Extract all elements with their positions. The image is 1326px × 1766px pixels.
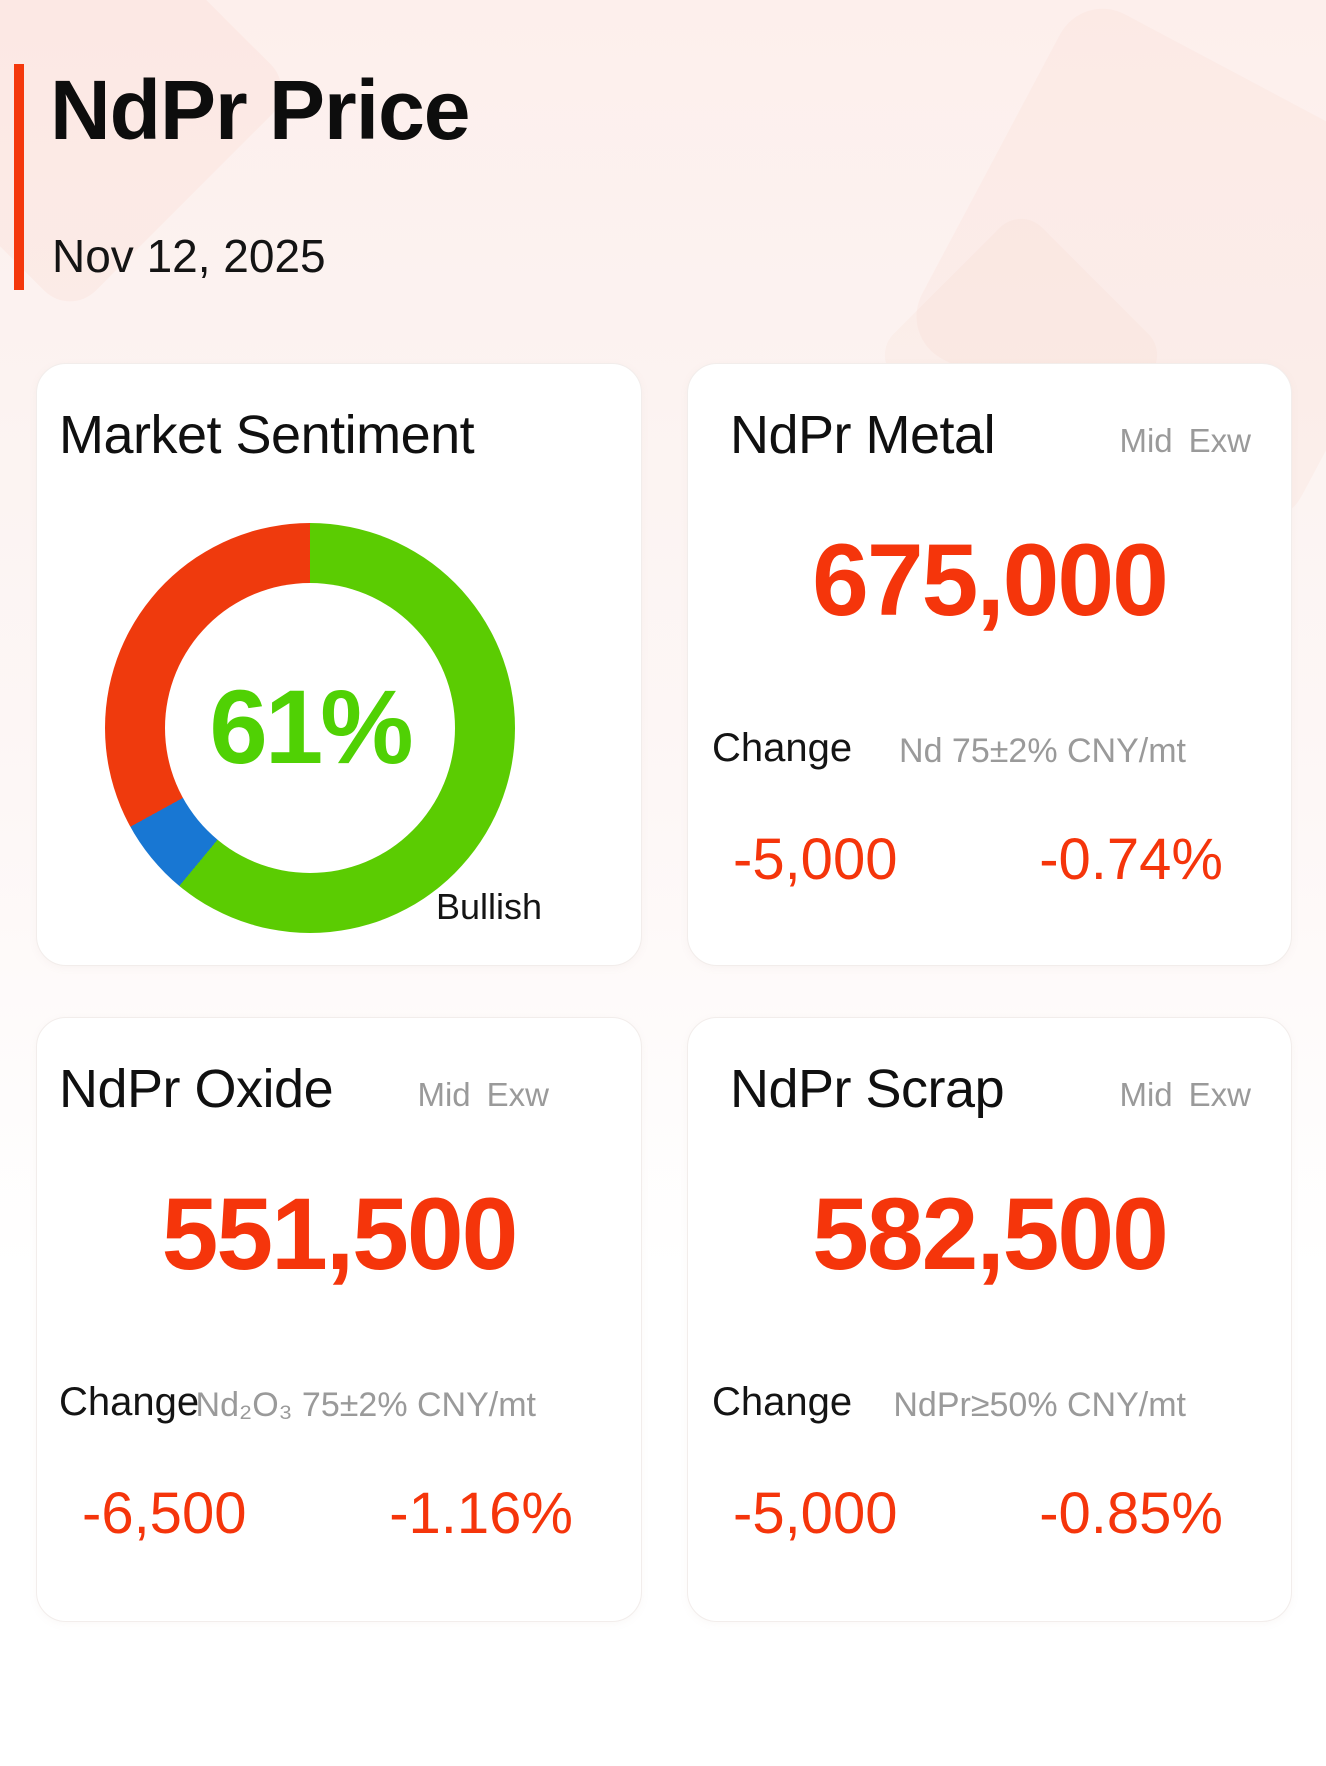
price-value: 551,500 [161, 1177, 519, 1291]
price-card-oxide: NdPr Oxide Mid Exw 551,500 Change Nd₂O₃ … [36, 1017, 642, 1622]
spec-label: NdPr≥50% CNY/mt [893, 1386, 1186, 1424]
grade-mid-label: Mid [1119, 422, 1173, 459]
change-values-row: -5,000 -0.74% [733, 826, 1223, 893]
market-sentiment-card: Market Sentiment 61% Bullish [36, 363, 642, 966]
grade-labels: Mid Exw [417, 1076, 549, 1114]
grade-mid-label: Mid [1119, 1076, 1173, 1113]
price-card-metal: NdPr Metal Mid Exw 675,000 Change Nd 75±… [687, 363, 1292, 966]
price-value: 582,500 [812, 1177, 1169, 1291]
change-label: Change [712, 726, 853, 770]
card-title: NdPr Scrap [730, 1059, 1005, 1119]
grade-exw-label: Exw [486, 1076, 549, 1113]
change-percent: -1.16% [389, 1481, 573, 1546]
change-label: Change [59, 1380, 200, 1424]
sentiment-percent-value: 61% [209, 669, 413, 786]
card-title: NdPr Metal [730, 405, 996, 465]
grade-exw-label: Exw [1188, 422, 1251, 459]
spec-label: Nd₂O₃ 75±2% CNY/mt [195, 1386, 536, 1424]
grade-labels: Mid Exw [1119, 422, 1251, 460]
price-card-scrap: NdPr Scrap Mid Exw 582,500 Change NdPr≥5… [687, 1017, 1292, 1622]
sentiment-card-title: Market Sentiment [59, 405, 475, 465]
header-accent-bar [14, 64, 24, 290]
change-values-row: -5,000 -0.85% [733, 1480, 1223, 1547]
grade-mid-label: Mid [417, 1076, 471, 1113]
change-amount: -5,000 [733, 827, 898, 892]
donut-hole: 61% [165, 583, 455, 873]
price-value: 675,000 [812, 523, 1169, 637]
change-label: Change [712, 1380, 853, 1424]
spec-label: Nd 75±2% CNY/mt [899, 732, 1186, 770]
page-date: Nov 12, 2025 [52, 230, 326, 282]
change-amount: -6,500 [82, 1481, 247, 1546]
grade-labels: Mid Exw [1119, 1076, 1251, 1114]
grade-exw-label: Exw [1188, 1076, 1251, 1113]
sentiment-donut-chart: 61% [105, 523, 515, 933]
sentiment-mood-label: Bullish [436, 886, 543, 927]
page-title: NdPr Price [50, 63, 471, 157]
change-percent: -0.74% [1039, 827, 1223, 892]
change-values-row: -6,500 -1.16% [82, 1480, 573, 1547]
change-percent: -0.85% [1039, 1481, 1223, 1546]
card-title: NdPr Oxide [59, 1059, 334, 1119]
change-amount: -5,000 [733, 1481, 898, 1546]
